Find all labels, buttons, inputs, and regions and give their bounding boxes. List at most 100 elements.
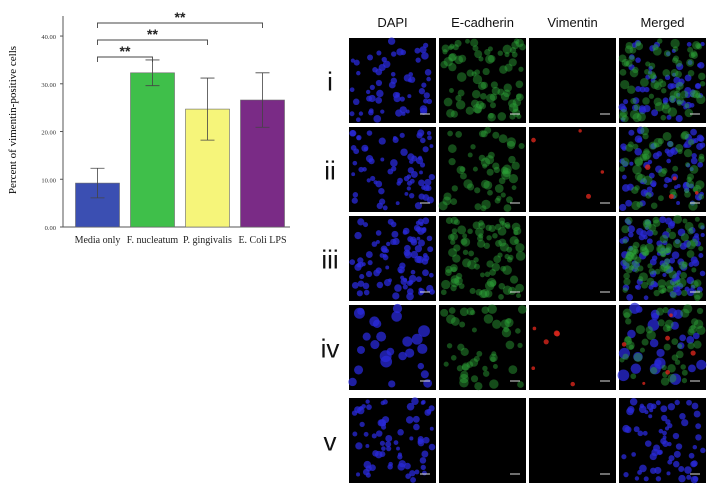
micrograph-detail <box>680 90 689 99</box>
micrograph-detail <box>691 152 697 159</box>
micrograph-detail <box>368 94 376 103</box>
micrograph-detail <box>477 81 487 90</box>
micrograph-detail <box>511 161 520 170</box>
micrograph-detail <box>478 56 484 62</box>
micrograph-detail <box>474 106 482 114</box>
micrograph-detail <box>652 216 660 224</box>
micrograph-detail <box>628 64 635 71</box>
micrograph-detail <box>655 476 662 482</box>
micrograph-detail <box>503 326 510 333</box>
micrograph-detail <box>626 251 631 256</box>
micrograph-detail <box>634 158 643 167</box>
micrograph-detail <box>353 59 360 66</box>
micrograph-detail <box>644 225 650 230</box>
micrograph-detail <box>643 476 649 482</box>
micrograph-detail <box>650 309 660 319</box>
micrograph-detail <box>378 419 387 427</box>
micrograph-detail <box>459 378 469 388</box>
micrograph-detail <box>471 89 481 99</box>
micrograph-detail <box>649 180 657 187</box>
micrograph-detail <box>443 57 453 67</box>
micrograph-detail <box>371 433 377 439</box>
micrograph-detail <box>628 231 634 238</box>
row-label: iii <box>321 245 338 275</box>
micrograph-detail <box>499 220 505 226</box>
micrograph-detail <box>684 187 690 193</box>
micrograph-detail <box>679 334 687 342</box>
micrograph-detail <box>467 152 473 158</box>
micrograph-detail <box>452 254 461 263</box>
row-label: i <box>327 67 333 97</box>
micrograph-detail <box>654 466 662 474</box>
micrograph-detail <box>618 54 627 63</box>
micrograph-detail <box>620 117 626 122</box>
micrograph-detail <box>621 342 627 347</box>
micrograph-detail <box>543 339 549 345</box>
micrograph-detail <box>657 245 666 254</box>
micrograph-detail <box>416 255 424 264</box>
micrograph-detail <box>625 251 634 260</box>
micrograph-detail <box>391 230 399 238</box>
micrograph-detail <box>692 259 700 267</box>
micrograph-detail <box>405 473 411 480</box>
micrograph-detail <box>486 93 496 103</box>
micrograph-detail <box>659 260 666 267</box>
micrograph-detail <box>357 346 365 354</box>
micrograph-detail <box>652 46 662 56</box>
micrograph-detail <box>450 232 459 241</box>
micrograph-detail <box>452 44 459 51</box>
micrograph-detail <box>478 289 488 299</box>
micrograph-detail <box>392 292 400 300</box>
micrograph-detail <box>476 235 484 242</box>
micrograph-detail <box>482 370 490 377</box>
micrograph-detail <box>448 52 457 61</box>
micrograph-detail <box>637 265 644 272</box>
micrograph-detail <box>643 221 652 230</box>
micrograph-detail <box>494 223 502 231</box>
micrograph-detail <box>348 377 357 387</box>
micrograph-detail <box>508 155 516 164</box>
micrograph-detail <box>367 54 374 61</box>
micrograph-detail <box>632 241 640 249</box>
micrograph-detail <box>363 222 369 228</box>
micrograph-detail <box>695 92 701 99</box>
micrograph-detail <box>639 86 646 93</box>
micrograph-detail <box>685 162 690 168</box>
micrograph-detail <box>408 72 414 77</box>
micrograph-detail <box>689 165 699 174</box>
micrograph-detail <box>418 88 426 95</box>
micrograph-detail <box>391 311 402 322</box>
micrograph-detail <box>691 318 699 326</box>
micrograph-detail <box>698 93 704 99</box>
micrograph-detail <box>414 469 420 475</box>
micrograph-detail <box>648 141 658 150</box>
micrograph-detail <box>676 343 683 349</box>
micrograph-detail <box>667 373 677 383</box>
micrograph-detail <box>631 253 638 260</box>
micrograph-detail <box>417 436 424 442</box>
y-tick-label: 10.00 <box>41 177 56 184</box>
micrograph-detail <box>363 431 369 437</box>
micrograph-detail <box>485 54 495 64</box>
micrograph-detail <box>636 278 643 285</box>
micrograph-detail <box>630 261 639 270</box>
significance-bracket <box>97 22 263 28</box>
micrograph-detail <box>457 89 465 97</box>
micrograph-detail <box>516 93 524 102</box>
micrograph-detail <box>508 173 519 184</box>
micrograph-detail <box>691 402 699 410</box>
micrograph-detail <box>376 50 382 56</box>
micrograph-detail <box>686 336 695 344</box>
micrograph-detail <box>663 50 671 57</box>
micrograph-detail <box>690 51 699 59</box>
micrograph-detail <box>658 285 667 294</box>
micrograph-detail <box>657 279 667 288</box>
micrograph-detail <box>469 309 476 316</box>
micrograph-detail <box>515 93 522 100</box>
micrograph-detail <box>655 400 661 406</box>
micrograph-detail <box>627 406 635 414</box>
micrograph-detail <box>442 196 452 206</box>
micrograph-detail <box>654 41 661 48</box>
micrograph-detail <box>676 278 687 288</box>
micrograph-detail <box>416 236 421 241</box>
